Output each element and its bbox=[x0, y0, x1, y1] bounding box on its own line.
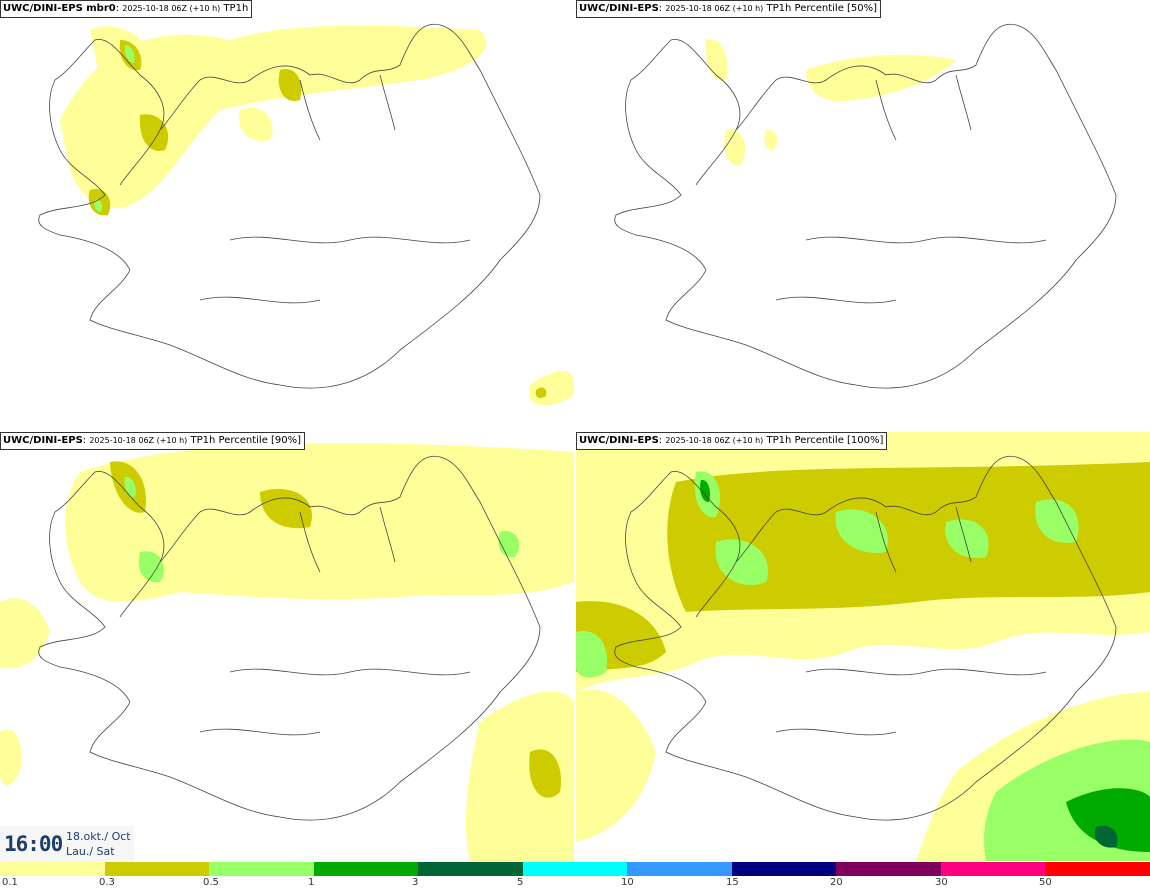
iceland-coastline bbox=[614, 23, 1117, 389]
colorbar-segment bbox=[313, 862, 419, 876]
valid-day: Lau./ Sat bbox=[66, 845, 115, 858]
panel-title-p100: UWC/DINI-EPS: 2025-10-18 06Z (+10 h) TP1… bbox=[576, 432, 888, 450]
colorbar-segment bbox=[104, 862, 210, 876]
colorbar-tick-label: 3 bbox=[412, 877, 419, 888]
precip-field bbox=[0, 443, 574, 861]
panel-run-label: 2025-10-18 06Z (+10 h) bbox=[122, 4, 221, 13]
map-panel-p100: UWC/DINI-EPS: 2025-10-18 06Z (+10 h) TP1… bbox=[576, 432, 1150, 861]
valid-date: 18.okt./ Oct bbox=[66, 830, 131, 843]
map-panel-p50: UWC/DINI-EPS: 2025-10-18 06Z (+10 h) TP1… bbox=[576, 0, 1150, 429]
iceland-coastline bbox=[38, 23, 541, 389]
precip-field bbox=[576, 432, 1150, 861]
panel-run-label: 2025-10-18 06Z (+10 h) bbox=[89, 436, 188, 445]
panel-run-label: 2025-10-18 06Z (+10 h) bbox=[665, 436, 764, 445]
panel-model-label: UWC/DINI-EPS bbox=[579, 435, 659, 446]
precip-map bbox=[0, 443, 574, 861]
colorbar-tick-label: 20 bbox=[830, 877, 843, 888]
colorbar-tick-label: 5 bbox=[517, 877, 524, 888]
colorbar-segment bbox=[522, 862, 628, 876]
colorbar-segment bbox=[209, 862, 314, 876]
colorbar-segment bbox=[627, 862, 732, 876]
precip-field bbox=[705, 39, 956, 166]
map-panel-mbr0: UWC/DINI-EPS mbr0: 2025-10-18 06Z (+10 h… bbox=[0, 0, 574, 429]
panel-field-label: TP1h bbox=[223, 3, 249, 14]
panel-divider-horizontal bbox=[0, 429, 1150, 432]
colorbar-tick-label: 10 bbox=[621, 877, 634, 888]
precip-field bbox=[60, 25, 574, 406]
colorbar-segment bbox=[418, 862, 523, 876]
colorbar-tick-labels: 0.1 0.3 0.5 1 3 5 10 15 20 30 50 bbox=[0, 877, 1150, 891]
panel-model-label: UWC/DINI-EPS bbox=[579, 3, 659, 14]
colorbar-tick-label: 15 bbox=[726, 877, 739, 888]
valid-time: 16:00 bbox=[4, 832, 63, 856]
colorbar-tick-label: 30 bbox=[935, 877, 948, 888]
panel-field-label: TP1h Percentile [100%] bbox=[766, 435, 884, 446]
precip-map bbox=[576, 432, 1150, 861]
valid-time-box: 16:00 18.okt./ Oct Lau./ Sat bbox=[0, 826, 134, 862]
precip-map bbox=[38, 23, 574, 406]
colorbar-tick-label: 0.3 bbox=[99, 877, 115, 888]
panel-field-label: TP1h Percentile [90%] bbox=[190, 435, 302, 446]
colorbar-segment bbox=[1045, 862, 1150, 876]
colorbar-segment bbox=[940, 862, 1046, 876]
panel-run-label: 2025-10-18 06Z (+10 h) bbox=[665, 4, 764, 13]
colorbar-tick-label: 0.5 bbox=[203, 877, 219, 888]
iceland-coastline bbox=[614, 455, 1117, 821]
panel-model-label: UWC/DINI-EPS bbox=[3, 435, 83, 446]
colorbar-tick-label: 1 bbox=[308, 877, 315, 888]
panel-title-mbr0: UWC/DINI-EPS mbr0: 2025-10-18 06Z (+10 h… bbox=[0, 0, 253, 18]
panel-field-label: TP1h Percentile [50%] bbox=[766, 3, 878, 14]
precip-colorbar bbox=[0, 862, 1150, 876]
colorbar-segment bbox=[0, 862, 105, 876]
colorbar-tick-label: 0.1 bbox=[2, 877, 18, 888]
panel-model-label: UWC/DINI-EPS mbr0 bbox=[3, 3, 116, 14]
precip-map bbox=[614, 23, 1117, 389]
panel-title-p50: UWC/DINI-EPS: 2025-10-18 06Z (+10 h) TP1… bbox=[576, 0, 882, 18]
iceland-coastline bbox=[38, 455, 541, 821]
colorbar-segment bbox=[731, 862, 837, 876]
colorbar-tick-label: 50 bbox=[1039, 877, 1052, 888]
panel-title-p90: UWC/DINI-EPS: 2025-10-18 06Z (+10 h) TP1… bbox=[0, 432, 306, 450]
colorbar-segment bbox=[836, 862, 941, 876]
map-panel-p90: UWC/DINI-EPS: 2025-10-18 06Z (+10 h) TP1… bbox=[0, 432, 574, 861]
map-grid: UWC/DINI-EPS mbr0: 2025-10-18 06Z (+10 h… bbox=[0, 0, 1150, 861]
